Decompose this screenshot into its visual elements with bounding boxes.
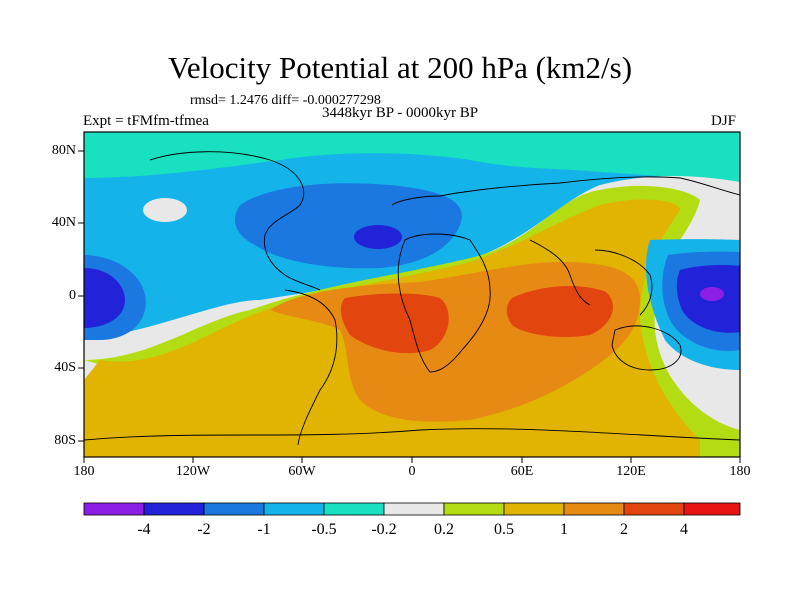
lon-label-60w: 60W	[288, 464, 316, 479]
colorbar-label: 2	[620, 521, 628, 538]
lon-label-180w: 180	[73, 464, 95, 479]
colorbar-label: 4	[680, 521, 688, 538]
colorbar-label: 0.5	[494, 521, 514, 538]
lon-label-180e: 180	[729, 464, 751, 479]
period-label: 3448kyr BP - 0000kyr BP	[322, 105, 479, 121]
coastlines	[84, 151, 740, 446]
lon-label-120e: 120E	[616, 464, 646, 479]
lat-label-0: 0	[69, 288, 76, 303]
lat-label-80n: 80N	[51, 143, 76, 158]
colorbar-label: 1	[560, 521, 568, 538]
colorbar-label: -0.2	[371, 521, 397, 538]
lon-label-60e: 60E	[510, 464, 534, 479]
page-title: Velocity Potential at 200 hPa (km2/s)	[167, 50, 633, 85]
colorbar	[83, 502, 741, 516]
axis-ticks	[78, 150, 741, 463]
lon-label-120w: 120W	[175, 464, 211, 479]
velocity-potential-field	[84, 132, 740, 457]
season-label: DJF	[711, 113, 737, 129]
lat-label-40s: 40S	[54, 360, 76, 375]
experiment-label: Expt = tFMfm-tfmea	[83, 113, 209, 129]
lat-label-40n: 40N	[51, 215, 76, 230]
colorbar-label: -1	[257, 521, 271, 538]
colorbar-label: 0.2	[434, 521, 454, 538]
stats-label: rmsd= 1.2476 diff= -0.000277298	[190, 93, 381, 108]
colorbar-label: -4	[137, 521, 151, 538]
colorbar-label: -2	[197, 521, 211, 538]
colorbar-label: -0.5	[311, 521, 337, 538]
lat-label-80s: 80S	[54, 433, 76, 448]
lon-label-0: 0	[408, 464, 416, 479]
